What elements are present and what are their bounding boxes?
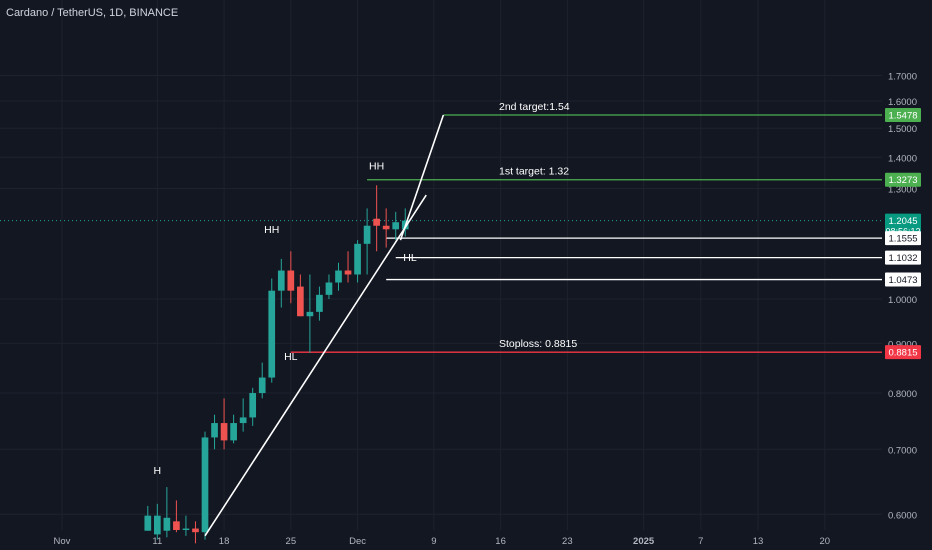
price-labels: 1.54781.32731.204508:56:121.15551.10321.… <box>885 107 921 360</box>
candle-up <box>354 243 361 275</box>
candle-up <box>230 423 237 441</box>
candle-up <box>306 311 314 317</box>
x-tick-label: 23 <box>562 536 573 547</box>
price-tag-label: 0.8815 <box>888 348 917 359</box>
structure-annotation: HH <box>264 224 279 236</box>
level-label: Stoploss: 0.8815 <box>499 338 577 350</box>
structure-annotation: HL <box>284 351 298 363</box>
y-tick-label: 0.8000 <box>888 389 917 400</box>
candle-up <box>268 290 276 378</box>
candle-up <box>325 282 333 295</box>
price-tag <box>885 172 921 187</box>
structure-annotation: HL <box>403 252 417 264</box>
y-tick-label: 1.7000 <box>888 71 917 82</box>
candle-up <box>239 417 247 424</box>
candle-down <box>344 270 352 275</box>
trendlines <box>204 114 445 537</box>
x-tick-label: 7 <box>698 536 703 547</box>
x-tick-label: 16 <box>495 536 506 547</box>
structure-annotation: HH <box>369 160 384 172</box>
candle-up <box>363 225 371 244</box>
y-tick-label: 1.6000 <box>888 97 917 108</box>
candle-up <box>316 294 323 312</box>
x-tick-label: 18 <box>219 536 230 547</box>
x-tick-label: 11 <box>152 536 162 547</box>
candle-up <box>277 270 285 291</box>
price-tag-label: 1.1032 <box>888 253 917 264</box>
y-tick-label: 1.5000 <box>888 124 917 135</box>
price-tag-label: 1.1555 <box>888 234 917 245</box>
x-tick-label: 20 <box>820 536 831 547</box>
candle-down <box>220 423 228 441</box>
level-label: 1st target: 1.32 <box>499 166 569 178</box>
candle-up <box>249 393 257 418</box>
y-tick-label: 0.6000 <box>888 510 917 521</box>
candle-down <box>192 528 199 533</box>
y-tick-label: 1.3000 <box>888 184 917 195</box>
horizontal-lines: 2nd target:1.54 1st target: 1.32 Stoploss:… <box>290 101 882 353</box>
x-tick-label: Dec <box>349 536 366 547</box>
candles <box>144 185 409 544</box>
price-tag-label: 1.5478 <box>888 110 917 121</box>
candle-down <box>373 218 380 226</box>
candle-down <box>287 270 295 291</box>
structure-annotation: H <box>154 465 162 477</box>
price-tag-label: 1.2045 <box>888 216 917 227</box>
price-tag <box>885 250 921 265</box>
price-tag-label: 1.0473 <box>888 275 917 286</box>
price-tag <box>885 272 921 287</box>
symbol-title: Cardano / TetherUS, 1D, BINANCE <box>6 7 179 19</box>
candle-down <box>297 286 304 317</box>
y-tick-label: 0.7000 <box>888 445 917 456</box>
candle-up <box>144 515 152 531</box>
price-tag <box>885 345 921 360</box>
x-tick-label: 9 <box>431 536 436 547</box>
candle-up <box>163 517 171 531</box>
candle-down <box>382 225 390 230</box>
candle-up <box>258 377 266 394</box>
candle-up <box>392 222 400 230</box>
level-label: 2nd target:1.54 <box>499 101 570 113</box>
candle-up <box>201 437 209 533</box>
trendline <box>399 114 445 241</box>
x-tick-label: 13 <box>753 536 764 547</box>
candle-up <box>211 423 218 438</box>
y-tick-label: 1.4000 <box>888 153 917 164</box>
x-tick-label: 25 <box>286 536 297 547</box>
y-tick-label: 1.0000 <box>888 295 917 306</box>
time-axis[interactable]: Nov 11 18 25 Dec 9 16 23 2025 7 13 20 <box>54 536 831 547</box>
x-tick-label: Nov <box>54 536 71 547</box>
candle-up <box>335 270 342 283</box>
candle-up <box>182 528 190 530</box>
price-tag-label: 1.3273 <box>888 175 917 186</box>
price-axis[interactable]: 0.6000 0.7000 0.8000 0.9000 1.0000 1.3000 1.40… <box>888 71 917 521</box>
y-tick-label: 0.9000 <box>888 339 917 350</box>
trendline <box>204 194 427 537</box>
candle-down <box>173 521 180 530</box>
x-tick-label: 2025 <box>633 536 655 547</box>
candle-up <box>153 515 161 535</box>
price-tag <box>885 231 921 246</box>
price-tag <box>885 107 921 122</box>
